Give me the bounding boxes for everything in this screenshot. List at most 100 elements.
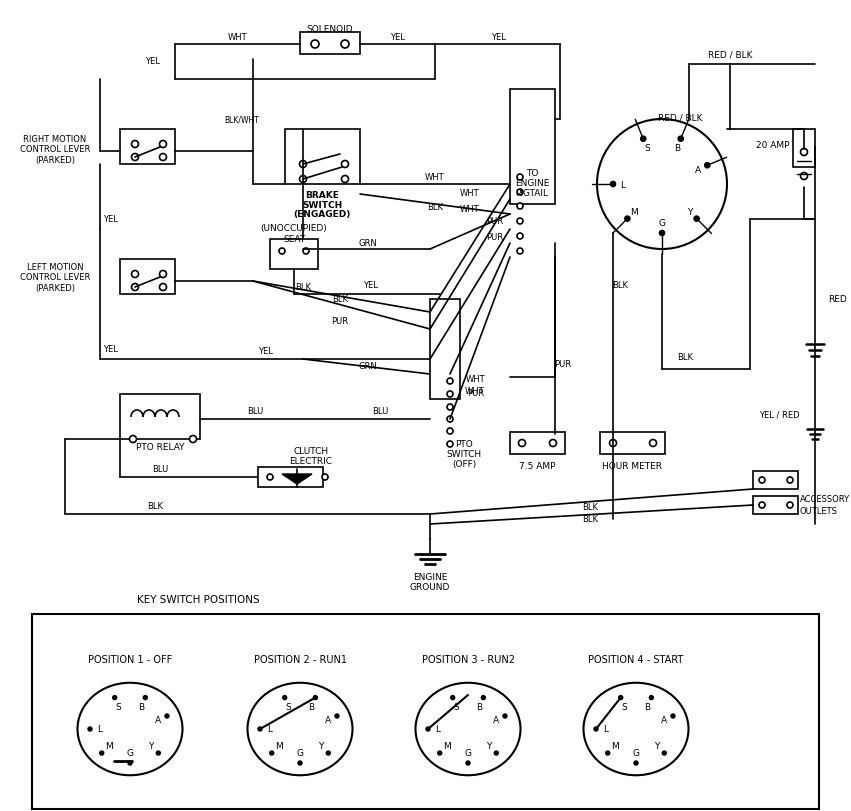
Text: LEFT MOTION: LEFT MOTION — [26, 264, 83, 272]
Text: A: A — [324, 715, 331, 724]
Text: CONTROL LEVER: CONTROL LEVER — [20, 273, 90, 282]
Text: A: A — [660, 715, 667, 724]
Bar — [120, 260, 175, 294]
Text: BLU: BLU — [247, 407, 263, 416]
Text: POSITION 4 - START: POSITION 4 - START — [588, 654, 683, 664]
Bar — [600, 432, 665, 454]
Circle shape — [190, 436, 197, 443]
Text: PUR: PUR — [555, 360, 572, 369]
Text: M: M — [105, 741, 112, 750]
Text: 7.5 AMP: 7.5 AMP — [519, 462, 555, 471]
Bar — [285, 130, 360, 185]
Circle shape — [322, 474, 328, 480]
Text: S: S — [286, 702, 291, 711]
Text: KEY SWITCH POSITIONS: KEY SWITCH POSITIONS — [137, 594, 260, 604]
Text: YEL / RED: YEL / RED — [759, 410, 800, 419]
Text: BLU: BLU — [151, 465, 168, 474]
Text: BLK: BLK — [332, 295, 348, 304]
Circle shape — [550, 440, 557, 447]
Circle shape — [128, 761, 132, 765]
Circle shape — [759, 502, 765, 508]
Text: GRN: GRN — [358, 238, 377, 247]
Circle shape — [335, 714, 339, 718]
Circle shape — [447, 405, 453, 410]
Circle shape — [594, 727, 598, 731]
Circle shape — [132, 271, 139, 278]
Text: M: M — [443, 741, 451, 750]
Circle shape — [494, 751, 499, 755]
Bar — [510, 90, 555, 204]
Circle shape — [311, 41, 319, 49]
Text: PTO RELAY: PTO RELAY — [136, 443, 185, 452]
Circle shape — [503, 714, 507, 718]
Circle shape — [437, 751, 442, 755]
Text: M: M — [611, 741, 619, 750]
Circle shape — [165, 714, 169, 718]
Text: PTO: PTO — [455, 440, 473, 449]
Text: B: B — [139, 702, 145, 711]
Circle shape — [606, 751, 609, 755]
Text: POSITION 1 - OFF: POSITION 1 - OFF — [88, 654, 172, 664]
Circle shape — [159, 284, 167, 291]
Text: Y: Y — [487, 741, 492, 750]
Ellipse shape — [415, 683, 521, 775]
Text: (PARKED): (PARKED) — [35, 283, 75, 292]
Circle shape — [634, 761, 638, 765]
Text: CLUTCH: CLUTCH — [294, 447, 328, 456]
Text: ACCESSORY: ACCESSORY — [800, 495, 850, 504]
Circle shape — [279, 249, 285, 255]
Circle shape — [341, 176, 349, 183]
Text: OUTLETS: OUTLETS — [800, 507, 838, 516]
Circle shape — [132, 141, 139, 148]
Text: RED: RED — [828, 295, 847, 304]
Text: B: B — [477, 702, 483, 711]
Text: ENGINE: ENGINE — [515, 178, 549, 187]
Text: (ENGAGED): (ENGAGED) — [294, 210, 351, 219]
Circle shape — [88, 727, 92, 731]
Text: WHT: WHT — [460, 188, 480, 197]
Circle shape — [157, 751, 160, 755]
Text: YEL: YEL — [363, 280, 378, 290]
Text: POSITION 3 - RUN2: POSITION 3 - RUN2 — [421, 654, 515, 664]
Text: BLK: BLK — [677, 353, 693, 362]
Text: POSITION 2 - RUN1: POSITION 2 - RUN1 — [254, 654, 346, 664]
Circle shape — [518, 440, 526, 447]
Text: BLK: BLK — [582, 503, 598, 512]
Ellipse shape — [584, 683, 688, 775]
Circle shape — [300, 161, 306, 169]
Circle shape — [447, 428, 453, 435]
Circle shape — [482, 696, 485, 700]
Text: CONTROL LEVER: CONTROL LEVER — [20, 145, 90, 154]
Text: WHT: WHT — [426, 174, 445, 182]
Circle shape — [447, 417, 453, 423]
Bar — [753, 496, 798, 514]
Bar — [510, 432, 565, 454]
Text: YEL: YEL — [103, 215, 117, 224]
Text: YEL: YEL — [103, 345, 117, 354]
Text: S: S — [454, 702, 460, 711]
Circle shape — [801, 174, 808, 180]
Circle shape — [610, 182, 615, 187]
Text: WHT: WHT — [466, 375, 486, 384]
Text: SWITCH: SWITCH — [302, 200, 342, 209]
Circle shape — [787, 478, 793, 483]
Text: PUR: PUR — [331, 317, 349, 326]
Bar — [120, 130, 175, 165]
Text: B: B — [308, 702, 315, 711]
Circle shape — [159, 141, 167, 148]
Circle shape — [300, 176, 306, 183]
Circle shape — [447, 392, 453, 397]
Circle shape — [517, 204, 523, 210]
Circle shape — [129, 436, 136, 443]
Circle shape — [313, 696, 317, 700]
Text: G: G — [296, 749, 304, 757]
Text: YEL: YEL — [490, 33, 505, 42]
Text: YEL: YEL — [258, 347, 272, 356]
Circle shape — [283, 696, 287, 700]
Text: A: A — [695, 165, 701, 174]
Ellipse shape — [248, 683, 352, 775]
Text: M: M — [275, 741, 283, 750]
Text: TO: TO — [526, 169, 538, 178]
Text: ENGINE: ENGINE — [413, 573, 447, 581]
Text: PIGTAIL: PIGTAIL — [516, 188, 549, 197]
